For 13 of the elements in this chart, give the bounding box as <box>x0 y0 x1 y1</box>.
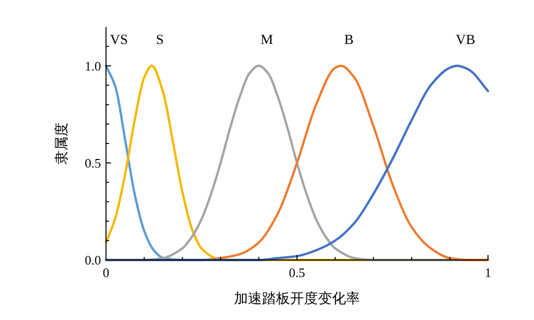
series-label: VS <box>110 32 128 48</box>
y-tick-label: 1.0 <box>84 58 101 74</box>
series-label: VB <box>456 32 476 48</box>
x-tick-label: 0 <box>102 265 110 280</box>
y-tick-label: 0.5 <box>84 155 101 170</box>
series-label: M <box>260 32 274 48</box>
series-label: S <box>156 32 164 48</box>
x-axis-title: 加速踏板开度变化率 <box>234 291 360 307</box>
y-tick-label: 0.0 <box>84 252 101 268</box>
series-label: B <box>344 32 354 48</box>
y-axis-title: 隶属度 <box>54 122 70 164</box>
x-tick-label: 1 <box>484 265 492 280</box>
x-tick-label: 0.5 <box>288 265 306 280</box>
